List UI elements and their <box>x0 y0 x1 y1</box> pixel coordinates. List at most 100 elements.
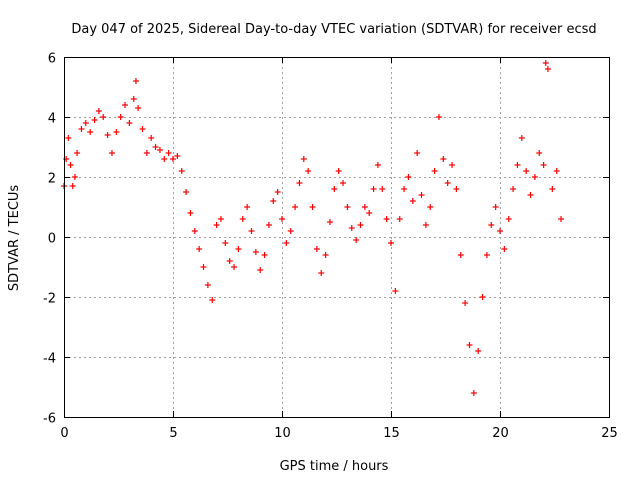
data-point <box>462 300 469 306</box>
data-point <box>132 78 139 84</box>
data-point <box>274 189 281 195</box>
data-point <box>470 390 477 396</box>
data-point <box>379 186 386 192</box>
data-point <box>344 204 351 210</box>
data-point <box>388 240 394 246</box>
data-point <box>335 168 342 174</box>
data-point <box>444 180 451 186</box>
data-point <box>414 150 421 156</box>
data-point <box>479 294 486 300</box>
data-point <box>183 189 190 195</box>
x-tick-label: 20 <box>492 426 509 441</box>
data-point <box>435 114 442 120</box>
x-tick-label: 0 <box>60 426 68 441</box>
data-point <box>126 120 133 126</box>
data-point <box>409 198 416 204</box>
data-point <box>226 258 233 264</box>
data-point <box>497 228 503 234</box>
y-tick-label: 6 <box>48 52 56 67</box>
data-point <box>265 222 272 228</box>
data-point <box>270 198 277 204</box>
data-point <box>87 129 94 135</box>
data-point <box>143 150 150 156</box>
data-point <box>191 228 198 234</box>
data-point <box>514 162 521 168</box>
data-point <box>531 174 538 180</box>
data-point <box>78 126 85 132</box>
data-point <box>239 216 246 222</box>
data-point <box>156 147 163 153</box>
data-point <box>213 222 220 228</box>
data-point <box>300 156 307 162</box>
data-point <box>95 108 102 114</box>
data-point <box>505 216 512 222</box>
y-tick-labels: -6 -4 -2 0 2 4 6 <box>43 52 56 427</box>
x-tick-label: 25 <box>601 426 618 441</box>
data-point <box>392 288 399 294</box>
data-point <box>553 168 560 174</box>
data-point <box>261 252 268 258</box>
data-points <box>61 60 565 396</box>
x-tick-labels: 0 5 10 15 20 25 <box>60 426 617 441</box>
data-point <box>67 162 74 168</box>
data-point <box>340 180 347 186</box>
data-point <box>244 204 251 210</box>
data-point <box>527 192 534 198</box>
data-point <box>542 60 549 66</box>
data-point <box>135 105 142 111</box>
data-point <box>74 150 81 156</box>
data-point <box>558 216 565 222</box>
data-point <box>449 162 456 168</box>
y-tick-label: -4 <box>43 352 56 367</box>
data-point <box>170 156 176 162</box>
data-point <box>152 144 159 150</box>
data-point <box>383 216 390 222</box>
data-point <box>222 240 229 246</box>
data-point <box>117 114 124 120</box>
data-point <box>518 135 525 141</box>
data-point <box>453 186 460 192</box>
data-point <box>104 132 111 138</box>
y-tick-label: 0 <box>48 232 56 247</box>
ticks <box>64 57 610 418</box>
data-point <box>71 174 78 180</box>
data-point <box>204 282 211 288</box>
data-point <box>318 270 325 276</box>
data-point <box>331 186 338 192</box>
data-point <box>139 126 146 132</box>
data-point <box>231 264 238 270</box>
data-point <box>65 135 72 141</box>
data-point <box>200 264 207 270</box>
x-tick-label: 10 <box>274 426 291 441</box>
data-point <box>82 120 89 126</box>
x-axis-label: GPS time / hours <box>280 459 389 474</box>
data-point <box>431 168 438 174</box>
data-point <box>69 183 76 189</box>
data-point <box>440 156 447 162</box>
data-point <box>209 297 216 303</box>
data-point <box>196 246 203 252</box>
data-point <box>178 168 185 174</box>
data-point <box>475 348 482 354</box>
data-point <box>501 246 508 252</box>
y-tick-label: 2 <box>48 172 56 187</box>
plot-frame <box>64 57 610 418</box>
data-point <box>483 252 490 258</box>
data-point <box>396 216 403 222</box>
data-point <box>536 150 543 156</box>
data-point <box>248 228 255 234</box>
data-point <box>405 174 412 180</box>
data-point <box>91 117 98 123</box>
data-point <box>165 150 172 156</box>
data-point <box>366 210 373 216</box>
data-point <box>292 204 299 210</box>
data-point <box>457 252 464 258</box>
data-point <box>113 129 120 135</box>
data-point <box>252 249 259 255</box>
data-point <box>235 246 242 252</box>
data-point <box>401 186 408 192</box>
data-point <box>370 186 377 192</box>
data-point <box>510 186 517 192</box>
data-point <box>161 156 168 162</box>
data-point <box>488 222 495 228</box>
